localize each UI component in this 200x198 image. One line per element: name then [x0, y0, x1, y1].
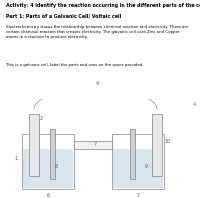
Bar [152, 114, 162, 176]
Text: 8: 8 [54, 165, 57, 169]
Bar [50, 129, 55, 179]
Bar [74, 141, 112, 149]
Text: 4: 4 [96, 81, 99, 86]
Text: 9: 9 [144, 165, 147, 169]
Text: 4: 4 [193, 102, 196, 107]
Text: 7: 7 [136, 193, 140, 198]
Bar [23, 149, 73, 188]
Text: Part 1: Parts of a Galvanic Cell/ Voltaic cell: Part 1: Parts of a Galvanic Cell/ Voltai… [6, 14, 121, 19]
Text: Activity: 4 Identify the reaction occurring in the different parts of the cell: Activity: 4 Identify the reaction occurr… [6, 3, 200, 8]
Text: 10: 10 [164, 139, 170, 144]
Text: 6: 6 [46, 193, 50, 198]
Text: 2: 2 [40, 116, 43, 122]
Bar [113, 149, 163, 188]
Text: Electrochemistry shows the relationship between chemical reaction and electricit: Electrochemistry shows the relationship … [6, 25, 188, 39]
Text: This is a galvanic cell, label the parts and uses on the space provided.: This is a galvanic cell, label the parts… [6, 63, 144, 67]
Bar [130, 129, 135, 179]
Text: 7: 7 [94, 143, 97, 148]
Bar [22, 134, 74, 189]
Text: 1: 1 [14, 156, 18, 161]
Bar [112, 134, 164, 189]
Bar [29, 114, 39, 176]
